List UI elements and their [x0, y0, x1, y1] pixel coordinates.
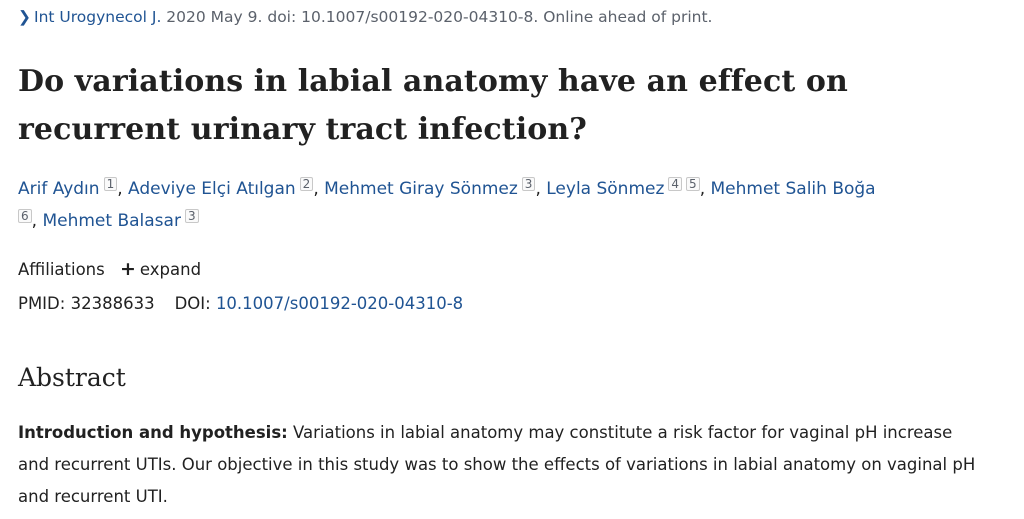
author-link[interactable]: Mehmet Salih Boğa [710, 179, 876, 199]
abstract-paragraph: Introduction and hypothesis: Variations … [18, 417, 978, 513]
abstract-text: Variations in labial anatomy may constit… [18, 423, 976, 506]
doi-link[interactable]: 10.1007/s00192-020-04310-8 [215, 294, 464, 313]
affiliation-ref[interactable]: 3 [521, 177, 536, 191]
affiliations-row: Affiliations + expand [18, 255, 201, 284]
identifiers-row: PMID: 32388633 DOI: 10.1007/s00192-020-04… [18, 290, 463, 318]
affiliations-expand-button[interactable]: + expand [119, 258, 202, 280]
author-link[interactable]: Adeviye Elçi Atılgan [128, 179, 296, 199]
pmid-value: 32388633 [70, 294, 155, 313]
affiliations-label: Affiliations [18, 260, 105, 279]
author-link[interactable]: Mehmet Balasar [42, 211, 181, 231]
author-list: Arif Aydın 1, Adeviye Elçi Atılgan 2, Mehm… [18, 177, 876, 231]
author-link[interactable]: Arif Aydın [18, 179, 100, 199]
citation-details: 2020 May 9. doi: 10.1007/s00192-020-0431… [161, 8, 713, 26]
citation-line: ❯ Int Urogynecol J. 2020 May 9. doi: 10.1… [18, 6, 713, 28]
article-title: Do variations in labial anatomy have an … [18, 64, 848, 147]
journal-link[interactable]: Int Urogynecol J. [34, 8, 162, 26]
expand-label: expand [139, 260, 202, 279]
affiliation-ref[interactable]: 5 [686, 177, 700, 191]
doi-label: DOI: [174, 294, 211, 313]
affiliation-ref[interactable]: 4 [668, 177, 683, 191]
plus-icon: + [119, 258, 136, 280]
abstract-heading: Abstract [18, 363, 126, 392]
affiliation-ref[interactable]: 1 [103, 177, 118, 191]
affiliation-ref[interactable]: 2 [299, 177, 314, 191]
author-link[interactable]: Mehmet Giray Sönmez [324, 179, 518, 199]
chevron-right-icon[interactable]: ❯ [18, 8, 31, 26]
author-link[interactable]: Leyla Sönmez [546, 179, 665, 199]
pmid-label: PMID: [18, 294, 66, 313]
abstract-section-label: Introduction and hypothesis: [18, 423, 288, 442]
affiliation-ref[interactable]: 3 [184, 209, 199, 223]
affiliation-ref[interactable]: 6 [18, 209, 32, 223]
